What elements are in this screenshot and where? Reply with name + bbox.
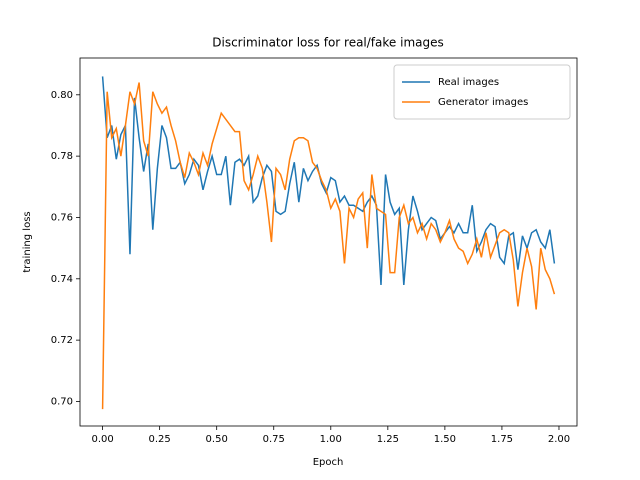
x-tick-label: 1.00	[320, 434, 342, 445]
x-tick-label: 1.75	[491, 434, 513, 445]
x-tick-label: 0.25	[149, 434, 171, 445]
series-line	[101, 82, 556, 410]
x-axis-label: Epoch	[313, 457, 344, 468]
x-tick-label: 0.75	[263, 434, 285, 445]
y-tick-label: 0.80	[51, 90, 73, 101]
y-tick-label: 0.78	[51, 151, 73, 162]
y-tick-label: 0.72	[51, 335, 73, 346]
plot-frame	[79, 57, 578, 427]
x-tick-label: 1.50	[434, 434, 456, 445]
y-tick-label: 0.76	[51, 212, 73, 223]
x-tick-label: 1.25	[377, 434, 399, 445]
x-tick-label: 0.00	[91, 434, 113, 445]
y-tick-label: 0.74	[51, 274, 73, 285]
y-tick-label: 0.70	[51, 396, 73, 407]
legend-label: Generator images	[438, 97, 528, 108]
x-tick-label: 0.50	[206, 434, 228, 445]
x-tick-label: 2.00	[548, 434, 570, 445]
legend-box	[393, 64, 571, 120]
chart-title: Discriminator loss for real/fake images	[212, 36, 444, 50]
y-axis-label: training loss	[22, 211, 33, 272]
legend-label: Real images	[438, 77, 499, 88]
